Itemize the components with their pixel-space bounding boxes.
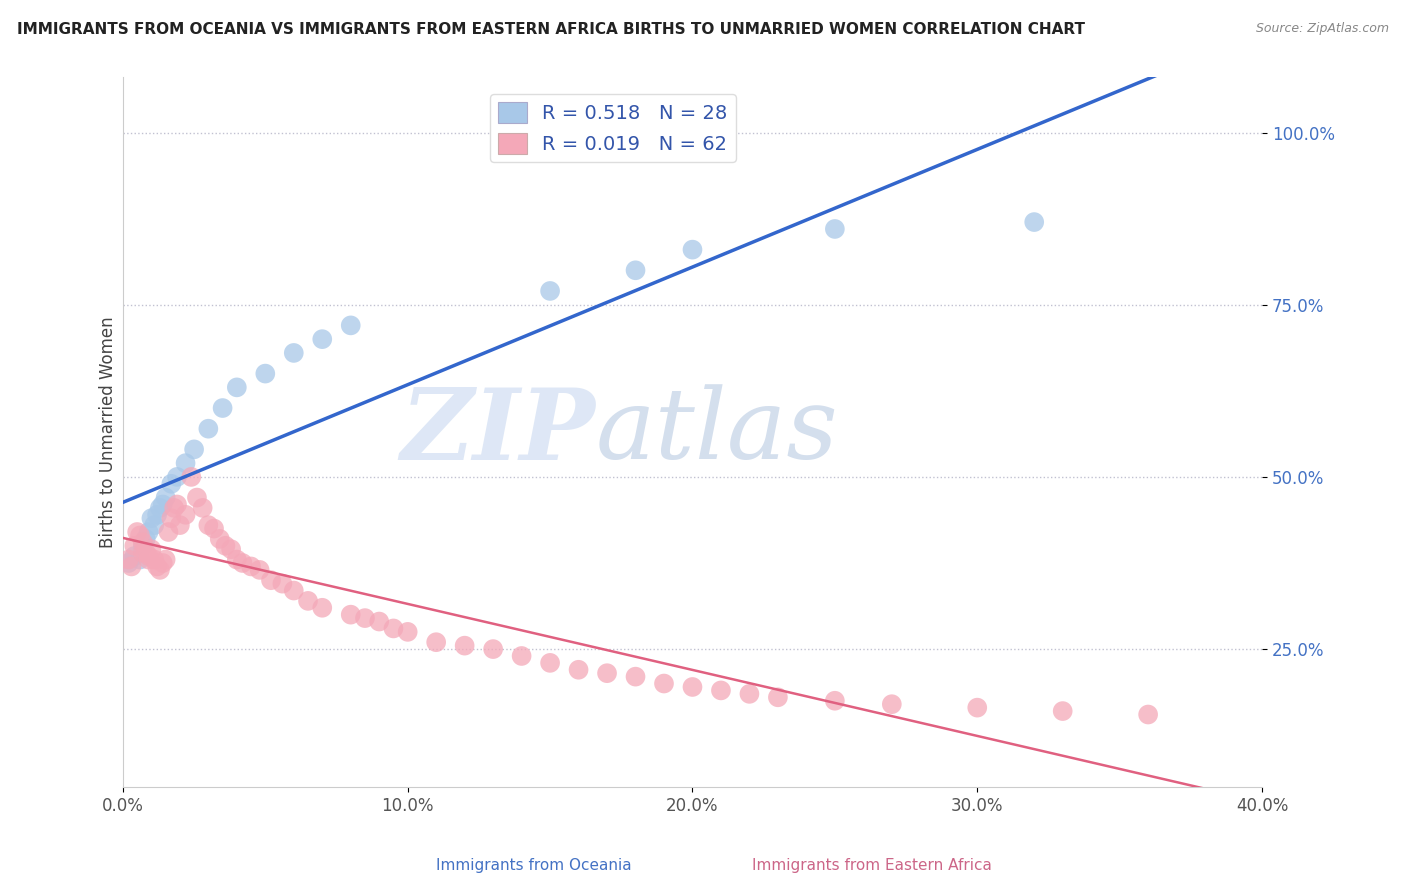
Point bbox=[180, 470, 202, 484]
Point bbox=[135, 546, 157, 560]
Point bbox=[271, 576, 294, 591]
Point bbox=[155, 552, 177, 566]
Point bbox=[824, 222, 846, 236]
Point bbox=[163, 500, 186, 515]
Point bbox=[155, 491, 177, 505]
Point bbox=[166, 498, 188, 512]
Point bbox=[183, 442, 205, 457]
Point bbox=[354, 611, 377, 625]
Point bbox=[652, 676, 675, 690]
Point bbox=[283, 583, 305, 598]
Point bbox=[197, 422, 219, 436]
Point bbox=[132, 535, 155, 549]
Point bbox=[127, 524, 149, 539]
Point bbox=[174, 456, 197, 470]
Point bbox=[141, 542, 163, 557]
Point bbox=[143, 518, 166, 533]
Point bbox=[966, 700, 988, 714]
Point bbox=[186, 491, 208, 505]
Point bbox=[129, 528, 152, 542]
Point bbox=[160, 476, 183, 491]
Point bbox=[596, 666, 619, 681]
Y-axis label: Births to Unmarried Women: Births to Unmarried Women bbox=[100, 317, 117, 548]
Point bbox=[166, 470, 188, 484]
Point bbox=[219, 542, 242, 557]
Point bbox=[1137, 707, 1160, 722]
Point bbox=[682, 243, 704, 257]
Point bbox=[824, 694, 846, 708]
Point bbox=[260, 573, 283, 587]
Point bbox=[191, 500, 214, 515]
Point bbox=[146, 508, 169, 522]
Point bbox=[425, 635, 447, 649]
Point bbox=[214, 539, 236, 553]
Point bbox=[211, 401, 233, 415]
Point bbox=[766, 690, 789, 705]
Point bbox=[297, 594, 319, 608]
Point bbox=[141, 511, 163, 525]
Point bbox=[149, 500, 172, 515]
Point bbox=[152, 498, 174, 512]
Point bbox=[146, 559, 169, 574]
Point bbox=[710, 683, 733, 698]
Point bbox=[738, 687, 761, 701]
Point bbox=[132, 546, 155, 560]
Point bbox=[129, 552, 152, 566]
Point bbox=[135, 532, 157, 546]
Point bbox=[117, 552, 139, 566]
Point bbox=[208, 532, 231, 546]
Point bbox=[143, 552, 166, 566]
Legend: R = 0.518   N = 28, R = 0.019   N = 62: R = 0.518 N = 28, R = 0.019 N = 62 bbox=[489, 95, 735, 162]
Point bbox=[138, 549, 160, 563]
Point bbox=[124, 549, 146, 563]
Point bbox=[254, 367, 277, 381]
Point bbox=[311, 600, 333, 615]
Point bbox=[339, 318, 361, 333]
Point bbox=[567, 663, 589, 677]
Point bbox=[174, 508, 197, 522]
Point bbox=[538, 284, 561, 298]
Text: Immigrants from Eastern Africa: Immigrants from Eastern Africa bbox=[752, 858, 991, 872]
Point bbox=[453, 639, 475, 653]
Point bbox=[124, 539, 146, 553]
Point bbox=[225, 380, 247, 394]
Point bbox=[538, 656, 561, 670]
Point bbox=[169, 518, 191, 533]
Point bbox=[382, 622, 405, 636]
Text: Source: ZipAtlas.com: Source: ZipAtlas.com bbox=[1256, 22, 1389, 36]
Text: ZIP: ZIP bbox=[401, 384, 596, 481]
Point bbox=[138, 524, 160, 539]
Point bbox=[624, 670, 647, 684]
Text: Immigrants from Oceania: Immigrants from Oceania bbox=[436, 858, 633, 872]
Point bbox=[117, 556, 139, 570]
Point bbox=[120, 559, 142, 574]
Point bbox=[197, 518, 219, 533]
Point bbox=[240, 559, 263, 574]
Point bbox=[132, 539, 155, 553]
Point bbox=[157, 524, 180, 539]
Point bbox=[160, 511, 183, 525]
Point bbox=[202, 522, 225, 536]
Point bbox=[149, 563, 172, 577]
Point bbox=[225, 552, 247, 566]
Point bbox=[249, 563, 271, 577]
Point bbox=[682, 680, 704, 694]
Point bbox=[311, 332, 333, 346]
Point bbox=[624, 263, 647, 277]
Point bbox=[339, 607, 361, 622]
Point bbox=[482, 642, 505, 657]
Point bbox=[396, 624, 419, 639]
Point bbox=[138, 552, 160, 566]
Point bbox=[1052, 704, 1074, 718]
Point bbox=[880, 697, 903, 711]
Point bbox=[152, 556, 174, 570]
Text: IMMIGRANTS FROM OCEANIA VS IMMIGRANTS FROM EASTERN AFRICA BIRTHS TO UNMARRIED WO: IMMIGRANTS FROM OCEANIA VS IMMIGRANTS FR… bbox=[17, 22, 1085, 37]
Point bbox=[1024, 215, 1046, 229]
Point bbox=[368, 615, 391, 629]
Point bbox=[510, 648, 533, 663]
Point bbox=[283, 346, 305, 360]
Point bbox=[231, 556, 253, 570]
Text: atlas: atlas bbox=[596, 384, 838, 480]
